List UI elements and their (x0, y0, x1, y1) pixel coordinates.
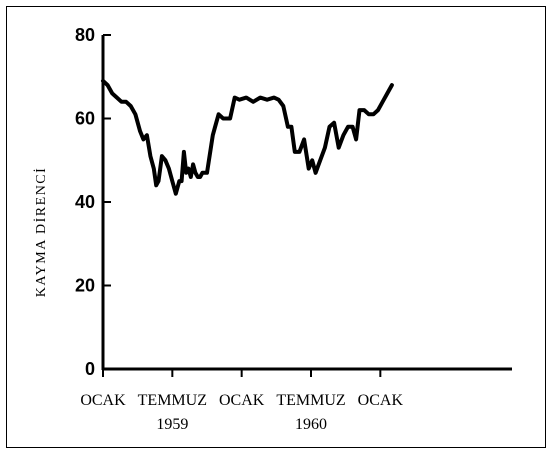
data-point (281, 104, 285, 108)
y-axis-label: KAYMA DİRENCİ (33, 167, 49, 298)
y-tick-label: 80 (75, 25, 95, 45)
data-point (376, 108, 380, 112)
data-point (196, 175, 200, 179)
data-point (186, 167, 191, 171)
data-point (184, 171, 188, 175)
x-tick-label: OCAK (358, 392, 404, 409)
data-point (351, 125, 355, 129)
data-point (110, 91, 114, 96)
data-point (237, 98, 241, 102)
data-point (354, 137, 358, 141)
y-tick-label: 40 (75, 192, 95, 212)
data-point (191, 162, 195, 167)
data-point (341, 133, 345, 137)
data-point (216, 112, 221, 116)
x-tick-label: OCAK (80, 392, 126, 409)
data-point (381, 100, 385, 104)
data-point (106, 83, 110, 87)
chart-frame: 0 20 40 60 80 OCAK TEMMUZ 1959 OCAK TEMMUZ 1960 OC… (6, 6, 546, 448)
data-point (385, 91, 389, 96)
x-tick-year-label: 1960 (295, 416, 327, 433)
data-point (182, 150, 186, 154)
data-point (101, 79, 105, 83)
data-point (152, 167, 156, 171)
x-axis-ticks: OCAK TEMMUZ 1959 OCAK TEMMUZ 1960 OCAK (80, 369, 403, 433)
data-point (346, 125, 350, 129)
x-tick-label: OCAK (219, 392, 265, 409)
data-point (318, 158, 322, 162)
data-point (174, 192, 178, 196)
data-point (133, 112, 137, 116)
data-point (228, 116, 232, 121)
data-point (286, 125, 290, 129)
data-point (258, 96, 262, 100)
data-point (272, 96, 276, 100)
axes (101, 35, 512, 371)
data-point (362, 108, 366, 112)
x-tick-label: TEMMUZ (276, 392, 345, 409)
y-tick-label: 0 (85, 359, 95, 379)
data-point (211, 133, 215, 137)
data-point (323, 146, 327, 150)
data-point (337, 146, 341, 150)
data-point (167, 167, 171, 171)
data-point (293, 150, 297, 154)
data-point (307, 167, 311, 171)
data-point (289, 125, 293, 129)
data-point (332, 121, 336, 125)
y-axis-ticks: 0 20 40 60 80 (75, 25, 111, 379)
y-tick-label: 20 (75, 276, 95, 296)
data-point (251, 100, 255, 104)
data-point (244, 96, 248, 100)
data-point (310, 158, 314, 162)
data-point (205, 171, 209, 175)
data-point (124, 100, 128, 104)
x-tick-year-label: 1959 (156, 416, 188, 433)
data-point (141, 137, 146, 141)
data-point (327, 125, 332, 129)
data-series (101, 78, 394, 196)
data-point (154, 183, 158, 187)
y-tick-label: 60 (75, 109, 95, 129)
data-point (156, 179, 161, 183)
data-point (148, 154, 152, 158)
data-point (177, 179, 181, 183)
data-point (193, 171, 198, 175)
data-point (297, 150, 302, 154)
data-point (390, 83, 394, 87)
data-point (357, 108, 362, 112)
data-point (119, 100, 124, 104)
data-point (367, 112, 371, 116)
data-point (314, 171, 318, 175)
data-point (115, 96, 119, 100)
data-point (129, 104, 133, 108)
data-point (277, 98, 281, 102)
x-tick-label: TEMMUZ (138, 392, 207, 409)
data-point (170, 179, 174, 183)
data-point (179, 179, 184, 183)
data-point (145, 133, 149, 137)
data-point (302, 137, 306, 141)
data-point (265, 98, 269, 102)
data-point (371, 112, 375, 116)
data-point (200, 171, 204, 175)
data-point (213, 125, 217, 129)
data-point (189, 175, 193, 179)
data-point (138, 129, 142, 133)
data-point (233, 96, 237, 100)
data-point (198, 175, 202, 179)
data-point (163, 158, 167, 162)
data-point (221, 116, 225, 121)
data-point (160, 154, 164, 158)
